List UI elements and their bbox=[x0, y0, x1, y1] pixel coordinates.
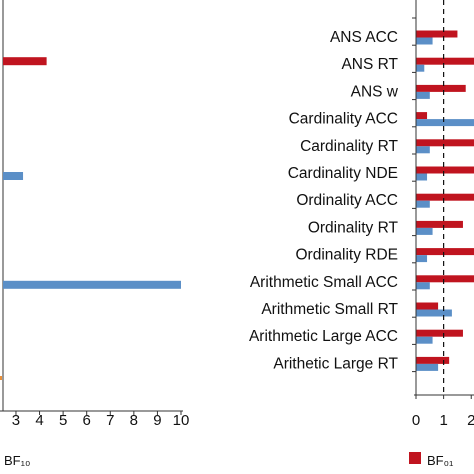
right-bar-blue-8 bbox=[416, 255, 428, 263]
category-label-5: Cardinality NDE bbox=[288, 165, 398, 182]
category-label-11: Arithmetic Large ACC bbox=[249, 328, 398, 345]
right-bar-red-8 bbox=[416, 248, 474, 256]
left-x-tick-label-5: 5 bbox=[59, 412, 67, 429]
right-bar-red-9 bbox=[416, 275, 474, 283]
category-label-2: ANS w bbox=[351, 83, 399, 100]
right-bar-blue-3 bbox=[416, 119, 474, 127]
right-bar-red-11 bbox=[416, 329, 463, 337]
left-bar-blue-5 bbox=[3, 172, 24, 180]
left-legend-label: BF₁₀ bbox=[4, 453, 30, 468]
left-edge-stub bbox=[0, 376, 2, 380]
right-x-tick-label-0: 0 bbox=[412, 412, 420, 429]
right-bar-red-10 bbox=[416, 302, 439, 310]
right-bar-red-7 bbox=[416, 220, 463, 228]
category-label-6: Ordinality ACC bbox=[296, 192, 398, 209]
left-x-tick-label-4: 4 bbox=[35, 412, 43, 429]
right-bar-blue-11 bbox=[416, 336, 433, 344]
category-label-3: Cardinality ACC bbox=[289, 111, 398, 128]
left-x-tick-label-9: 9 bbox=[153, 412, 161, 429]
left-x-tick-label-6: 6 bbox=[83, 412, 91, 429]
right-bar-red-0 bbox=[416, 30, 458, 38]
right-x-tick-label-2: 2 bbox=[467, 412, 474, 429]
category-label-0: ANS ACC bbox=[330, 29, 398, 46]
category-label-12: Arithetic Large RT bbox=[273, 355, 398, 372]
right-bar-red-12 bbox=[416, 356, 450, 364]
right-bar-red-3 bbox=[416, 112, 428, 120]
left-bar-blue-9 bbox=[3, 280, 181, 289]
left-x-tick-label-10: 10 bbox=[173, 412, 190, 429]
right-bar-blue-9 bbox=[416, 282, 430, 290]
category-label-1: ANS RT bbox=[341, 56, 398, 73]
right-bar-blue-5 bbox=[416, 173, 428, 181]
right-bar-red-5 bbox=[416, 166, 474, 174]
left-panel: 3 4 5 6 7 8 9 10 BF₁₀ bbox=[0, 0, 189, 468]
right-bar-blue-10 bbox=[416, 309, 452, 317]
left-bar-red-1 bbox=[3, 57, 47, 66]
right-bar-blue-7 bbox=[416, 227, 433, 235]
right-bar-blue-4 bbox=[416, 146, 430, 154]
category-label-7: Ordinality RT bbox=[308, 219, 399, 236]
right-x-tick-label-1: 1 bbox=[439, 412, 447, 429]
category-label-10: Arithmetic Small RT bbox=[261, 301, 398, 318]
right-legend-swatch bbox=[409, 452, 421, 464]
right-bar-blue-0 bbox=[416, 37, 433, 45]
right-bar-blue-2 bbox=[416, 91, 430, 99]
right-legend-label: BF₀₁ bbox=[427, 453, 454, 468]
left-x-tick-label-8: 8 bbox=[130, 412, 138, 429]
right-bar-red-4 bbox=[416, 139, 474, 147]
category-label-9: Arithmetic Small ACC bbox=[250, 274, 398, 291]
right-bar-red-1 bbox=[416, 57, 474, 65]
right-bar-red-2 bbox=[416, 84, 466, 92]
right-bar-blue-1 bbox=[416, 64, 425, 72]
right-panel: ANS ACC ANS RT ANS w Cardinality ACC Cardina… bbox=[249, 0, 474, 468]
category-label-8: Ordinality RDE bbox=[296, 247, 399, 264]
category-label-4: Cardinality RT bbox=[300, 138, 398, 155]
right-bar-red-6 bbox=[416, 193, 474, 201]
right-bar-blue-12 bbox=[416, 363, 439, 371]
right-bar-blue-6 bbox=[416, 200, 430, 208]
left-x-tick-label-7: 7 bbox=[106, 412, 114, 429]
left-x-tick-label-3: 3 bbox=[12, 412, 20, 429]
